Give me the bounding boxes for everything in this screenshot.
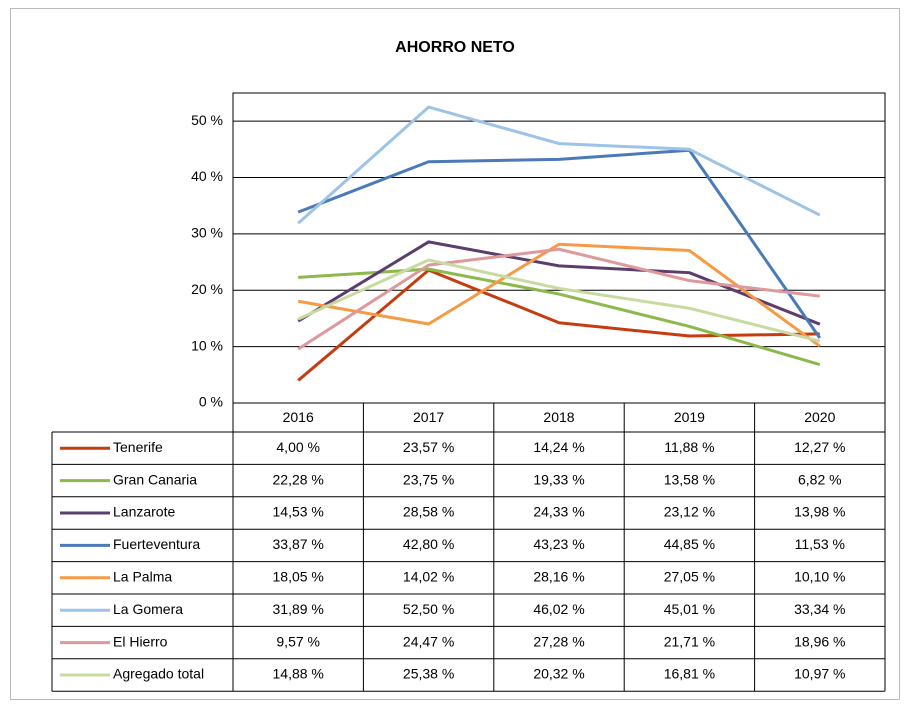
table-cell: 23,12 % xyxy=(664,504,715,520)
table-cell: 20,32 % xyxy=(533,666,584,682)
table-cell: 13,98 % xyxy=(794,504,845,520)
series-line xyxy=(297,240,821,326)
table-cell: 24,47 % xyxy=(403,633,454,649)
legend-label: Lanzarote xyxy=(113,504,175,520)
series-line xyxy=(297,242,821,348)
table-cell: 23,75 % xyxy=(403,471,454,487)
table-cell: 10,10 % xyxy=(794,569,845,585)
table-cell: 33,34 % xyxy=(794,601,845,617)
x-tick-label: 2019 xyxy=(674,409,705,425)
chart-frame xyxy=(10,8,900,700)
table-cell: 28,58 % xyxy=(403,504,454,520)
table-cell: 13,58 % xyxy=(664,471,715,487)
table-cell: 27,05 % xyxy=(664,569,715,585)
y-tick-label: 50 % xyxy=(191,112,223,128)
table-cell: 43,23 % xyxy=(533,536,584,552)
table-cell: 6,82 % xyxy=(798,471,842,487)
series-line xyxy=(297,247,820,351)
table-cell: 10,97 % xyxy=(794,666,845,682)
x-tick-label: 2018 xyxy=(543,409,574,425)
table-cell: 23,57 % xyxy=(403,439,454,455)
table-cell: 28,16 % xyxy=(533,569,584,585)
table-cell: 25,38 % xyxy=(403,666,454,682)
table-cell: 12,27 % xyxy=(794,439,845,455)
table-cell: 11,53 % xyxy=(795,536,845,552)
legend-label: Gran Canaria xyxy=(113,471,197,487)
table-cell: 14,24 % xyxy=(533,439,584,455)
table-cell: 18,96 % xyxy=(794,633,845,649)
legend-label: Fuerteventura xyxy=(113,536,200,552)
x-tick-label: 2016 xyxy=(283,409,314,425)
legend-label: La Palma xyxy=(113,569,172,585)
x-tick-label: 2017 xyxy=(413,409,444,425)
x-tick-label: 2020 xyxy=(804,409,835,425)
table-cell: 4,00 % xyxy=(276,439,320,455)
legend-label: La Gomera xyxy=(113,601,183,617)
table-cell: 42,80 % xyxy=(403,536,454,552)
series-line xyxy=(297,268,820,382)
y-tick-label: 40 % xyxy=(191,168,223,184)
y-tick-label: 30 % xyxy=(191,225,223,241)
legend-label: Tenerife xyxy=(113,439,163,455)
legend-label: Agregado total xyxy=(113,666,204,682)
table-cell: 16,81 % xyxy=(664,666,715,682)
y-tick-label: 20 % xyxy=(191,281,223,297)
table-cell: 18,05 % xyxy=(273,569,324,585)
series-line xyxy=(297,105,821,225)
table-cell: 24,33 % xyxy=(533,504,584,520)
table-cell: 52,50 % xyxy=(403,601,454,617)
table-cell: 14,53 % xyxy=(273,504,324,520)
table-cell: 21,71 % xyxy=(664,633,715,649)
table-cell: 22,28 % xyxy=(273,471,324,487)
table-cell: 31,89 % xyxy=(273,601,324,617)
table-cell: 11,88 % xyxy=(664,439,714,455)
legend-label: El Hierro xyxy=(113,633,168,649)
series-line xyxy=(297,258,821,343)
series-line xyxy=(297,148,822,339)
series-line xyxy=(298,267,821,366)
y-tick-label: 0 % xyxy=(199,394,223,410)
table-cell: 27,28 % xyxy=(533,633,584,649)
table-cell: 46,02 % xyxy=(533,601,584,617)
y-tick-label: 10 % xyxy=(191,337,223,353)
table-cell: 9,57 % xyxy=(276,633,320,649)
table-cell: 14,02 % xyxy=(403,569,454,585)
chart-title: AHORRO NETO xyxy=(395,39,515,56)
table-cell: 44,85 % xyxy=(664,536,715,552)
table-cell: 45,01 % xyxy=(664,601,715,617)
table-cell: 33,87 % xyxy=(273,536,324,552)
table-cell: 14,88 % xyxy=(273,666,324,682)
table-cell: 19,33 % xyxy=(533,471,584,487)
